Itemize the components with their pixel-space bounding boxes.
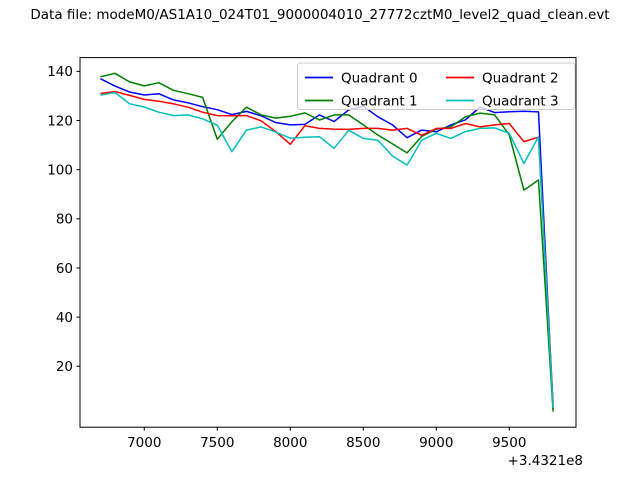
legend-label-quadrant-3: Quadrant 3 xyxy=(482,93,559,109)
x-tick-label: 9000 xyxy=(419,435,453,451)
y-tick-label: 100 xyxy=(47,162,73,178)
x-tick-label: 9500 xyxy=(492,435,526,451)
x-axis-offset-label: +3.4321e8 xyxy=(508,453,583,469)
series-line-quadrant-2 xyxy=(100,90,554,404)
legend-label-quadrant-0: Quadrant 0 xyxy=(341,70,418,86)
series-line-quadrant-3 xyxy=(100,91,554,409)
legend-box xyxy=(297,62,576,110)
chart-title: Data file: modeM0/AS1A10_024T01_90000040… xyxy=(30,7,609,23)
y-tick-label: 140 xyxy=(47,64,73,80)
x-tick-label: 7500 xyxy=(200,435,234,451)
plot-border xyxy=(79,57,577,428)
y-tick-label: 60 xyxy=(56,261,73,277)
y-tick-label: 80 xyxy=(56,212,73,228)
y-tick-label: 120 xyxy=(47,113,73,129)
y-tick-label: 40 xyxy=(56,310,73,326)
x-tick-label: 7000 xyxy=(127,435,161,451)
y-tick-label: 20 xyxy=(56,359,73,375)
legend-label-quadrant-2: Quadrant 2 xyxy=(482,70,559,86)
x-tick-label: 8500 xyxy=(346,435,380,451)
series-line-quadrant-1 xyxy=(100,72,554,412)
x-tick-label: 8000 xyxy=(273,435,307,451)
legend-label-quadrant-1: Quadrant 1 xyxy=(341,93,418,109)
